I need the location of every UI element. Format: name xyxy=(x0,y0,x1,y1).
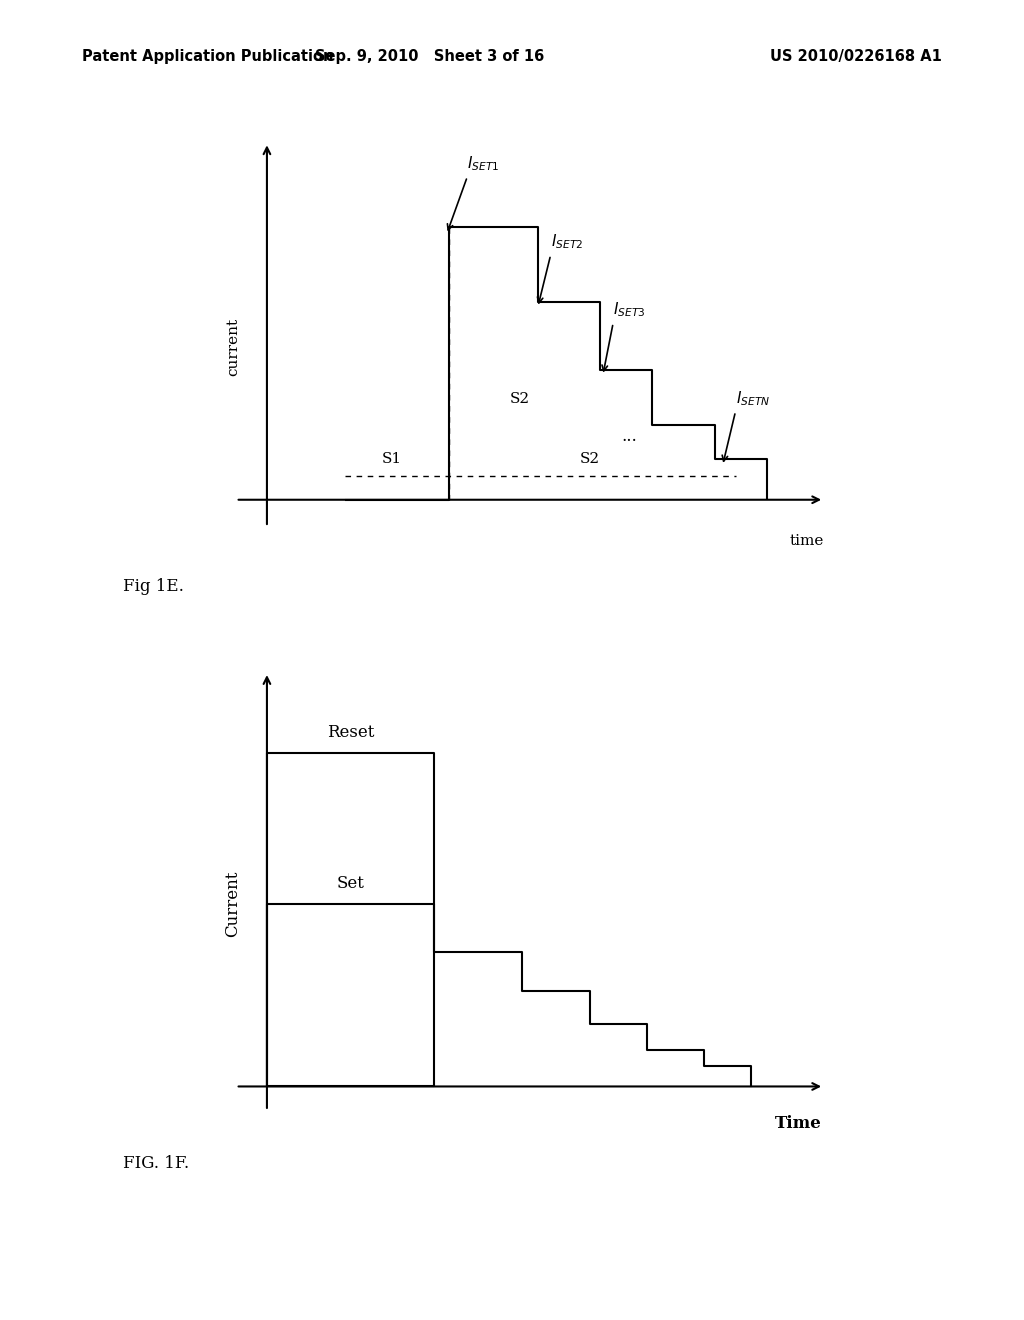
Text: $I_{SETN}$: $I_{SETN}$ xyxy=(735,389,770,408)
Text: $I_{SET1}$: $I_{SET1}$ xyxy=(467,154,500,173)
Text: Set: Set xyxy=(336,875,365,891)
Text: US 2010/0226168 A1: US 2010/0226168 A1 xyxy=(770,49,942,63)
Text: Reset: Reset xyxy=(327,725,374,742)
Text: S2: S2 xyxy=(580,451,600,466)
Text: $I_{SET2}$: $I_{SET2}$ xyxy=(551,232,583,251)
Text: Time: Time xyxy=(775,1115,821,1131)
Text: $I_{SET3}$: $I_{SET3}$ xyxy=(613,301,645,319)
Text: time: time xyxy=(790,533,824,548)
Text: S2: S2 xyxy=(509,392,529,407)
Text: current: current xyxy=(226,318,240,376)
Text: ...: ... xyxy=(621,428,637,445)
Text: Sep. 9, 2010   Sheet 3 of 16: Sep. 9, 2010 Sheet 3 of 16 xyxy=(315,49,545,63)
Text: S1: S1 xyxy=(382,451,402,466)
Text: FIG. 1F.: FIG. 1F. xyxy=(123,1155,189,1172)
Text: Patent Application Publication: Patent Application Publication xyxy=(82,49,334,63)
Text: Fig 1E.: Fig 1E. xyxy=(123,578,183,595)
Text: Current: Current xyxy=(224,870,242,937)
